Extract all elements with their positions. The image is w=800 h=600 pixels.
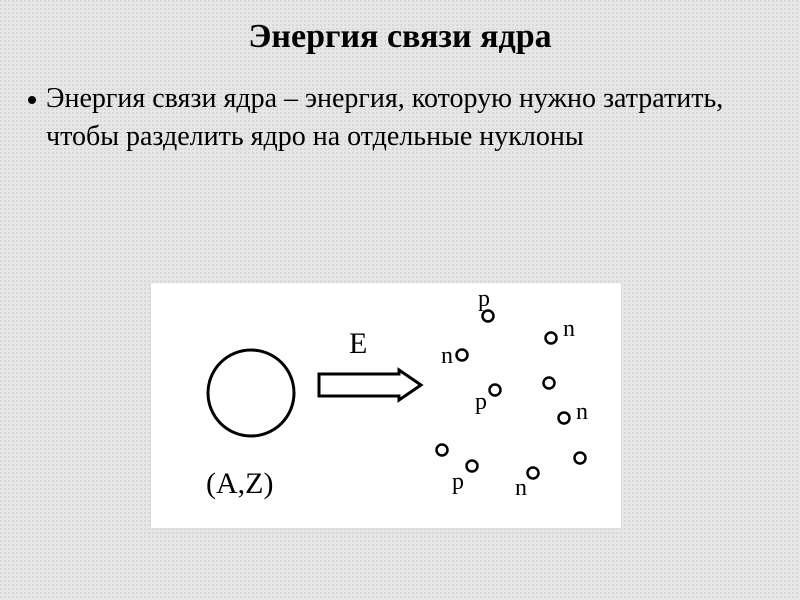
nucleon-particle	[490, 385, 501, 396]
nucleon-label: p	[478, 286, 490, 312]
nucleus-label: (A,Z)	[206, 467, 273, 500]
nucleon-label: p	[475, 389, 487, 415]
nucleon-label: n	[576, 399, 588, 425]
energy-label: E	[349, 327, 367, 360]
definition-row: Энергия связи ядра – энергия, которую ну…	[0, 56, 800, 156]
nucleon-particle	[559, 413, 570, 424]
nucleon-particle	[528, 468, 539, 479]
fission-arrow-icon	[319, 370, 421, 400]
nucleon-label: n	[563, 316, 575, 342]
nucleon-particle	[457, 350, 468, 361]
definition-text: Энергия связи ядра – энергия, которую ну…	[46, 80, 764, 156]
diagram-container: (A,Z)Epnnpnpn	[150, 282, 622, 529]
nucleon-label: n	[515, 475, 527, 501]
nucleon-label: p	[452, 469, 464, 495]
nucleon-particle	[575, 453, 586, 464]
nucleon-particle	[483, 311, 494, 322]
nucleus-circle	[208, 350, 294, 436]
nucleon-particle	[546, 333, 557, 344]
nucleon-particle	[437, 445, 448, 456]
page-title: Энергия связи ядра	[0, 0, 800, 56]
bullet-icon	[28, 96, 36, 104]
nucleon-particle	[544, 378, 555, 389]
nuclear-binding-diagram: (A,Z)Epnnpnpn	[151, 283, 623, 530]
nucleon-particle	[467, 461, 478, 472]
nucleon-label: n	[441, 343, 453, 369]
